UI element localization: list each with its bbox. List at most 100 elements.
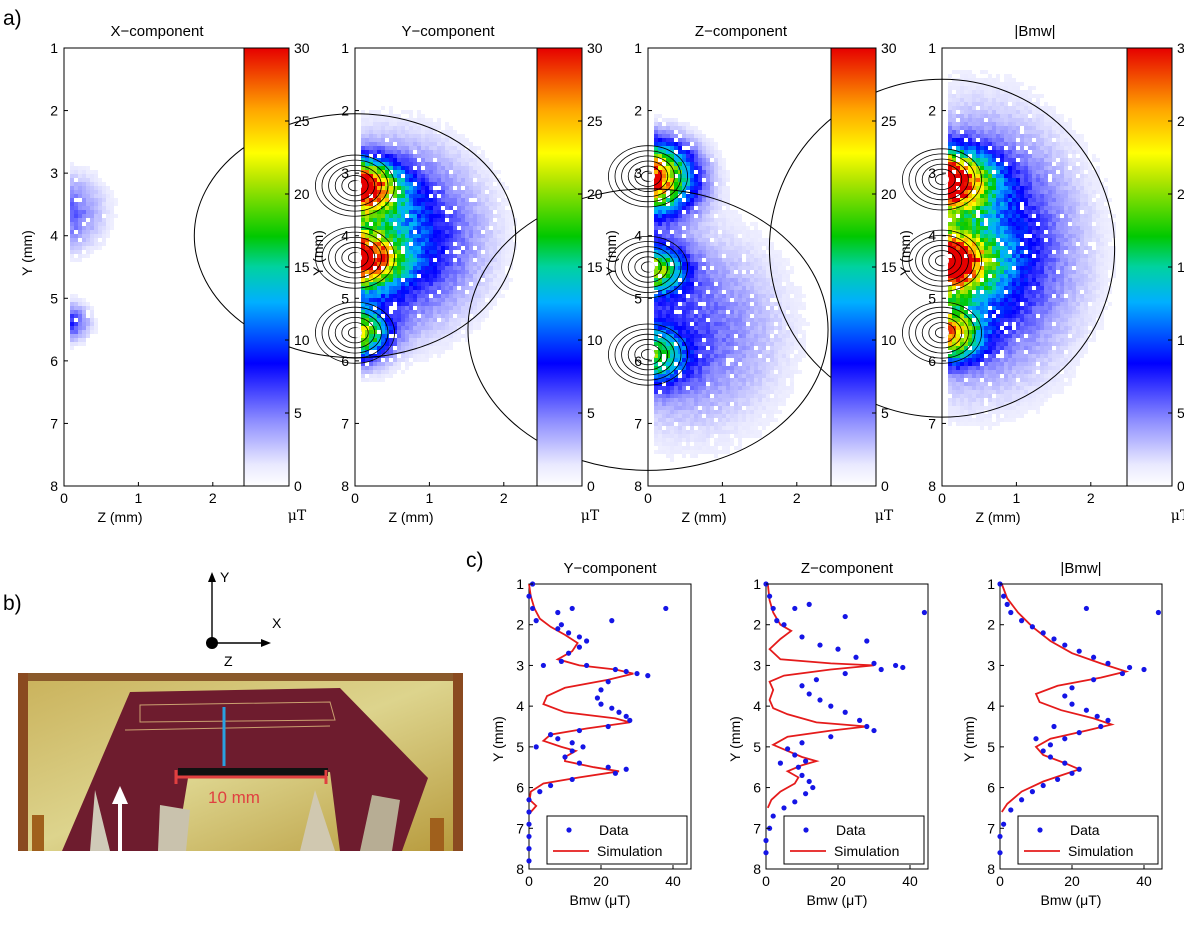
y-tick-label: 1 xyxy=(341,40,349,56)
colorbar-scale xyxy=(243,47,290,487)
y-tick-label: 7 xyxy=(50,415,58,431)
colorbar-tick-label: 30 xyxy=(1177,40,1184,56)
heatmap-cells xyxy=(361,106,517,382)
data-point xyxy=(623,713,629,719)
legend-marker-data xyxy=(803,827,809,833)
data-point xyxy=(627,717,633,723)
x-tick-label: 1 xyxy=(1013,490,1021,506)
x-tick-label: 2 xyxy=(209,490,217,506)
heatmap-1: X−component 1 2 3 4 5 6 7 80 1 2 Z (mm) Y (mm) xyxy=(19,23,251,525)
x-tick-label: 0 xyxy=(351,490,359,506)
data-point xyxy=(1047,754,1053,760)
y-tick-label: 4 xyxy=(50,228,58,244)
y-tick-label: 2 xyxy=(987,617,995,633)
data-point xyxy=(584,638,590,644)
y-axis-label: Y (mm) xyxy=(727,716,743,762)
data-point xyxy=(1076,648,1082,654)
x-axis-label: Z (mm) xyxy=(388,509,433,525)
colorbar-unit: μT xyxy=(581,508,600,524)
data-point xyxy=(792,799,798,805)
legend-label-data: Data xyxy=(599,822,629,838)
data-point xyxy=(878,666,884,673)
data-point xyxy=(605,679,611,685)
data-point xyxy=(853,654,859,660)
data-point xyxy=(1008,807,1014,813)
data-point xyxy=(558,658,565,664)
data-point xyxy=(1091,677,1097,683)
data-point xyxy=(1083,707,1089,713)
simulation-line xyxy=(1000,583,1130,813)
data-point xyxy=(817,642,823,648)
data-point xyxy=(1008,609,1014,616)
colorbar-tick-label: 15 xyxy=(881,259,897,275)
data-point xyxy=(842,670,848,677)
source-dot xyxy=(645,349,655,360)
data-point xyxy=(1019,797,1025,803)
data-point xyxy=(997,850,1003,856)
x-axis-label: Bmw (μT) xyxy=(1041,892,1102,908)
data-point xyxy=(558,622,565,628)
y-tick-label: 3 xyxy=(928,165,936,181)
y-tick-label: 3 xyxy=(987,657,995,673)
y-tick-label: 2 xyxy=(516,617,524,633)
x-tick-label: 0 xyxy=(996,873,1004,889)
colorbar-tick-label: 0 xyxy=(1177,478,1184,494)
data-point xyxy=(799,634,805,640)
chart-title: X−component xyxy=(111,23,205,40)
data-point xyxy=(1155,609,1161,616)
data-point xyxy=(1033,736,1039,742)
y-tick-label: 4 xyxy=(634,228,642,244)
data-point xyxy=(548,732,554,738)
y-tick-label: 4 xyxy=(928,228,936,244)
data-point xyxy=(616,709,622,715)
profile-2: Z−component 1 2 3 4 5 6 7 80 20 40 Bmw (μT) Y (mm) Da… xyxy=(727,560,929,908)
y-tick-label: 7 xyxy=(928,415,936,431)
data-point xyxy=(598,701,604,707)
data-point xyxy=(795,764,802,770)
y-tick-label: 8 xyxy=(341,478,349,494)
y-tick-label: 7 xyxy=(516,820,524,836)
data-point xyxy=(1062,736,1068,742)
data-point xyxy=(842,709,848,715)
data-point xyxy=(1076,766,1082,772)
colorbar-4: 0 5 10 15 20 25 30 μT xyxy=(1126,40,1184,524)
colorbar-tick-label: 5 xyxy=(587,405,595,421)
colorbar-scale xyxy=(536,47,583,487)
data-point xyxy=(1040,630,1046,636)
data-point xyxy=(813,677,820,683)
y-tick-label: 7 xyxy=(341,415,349,431)
data-point xyxy=(1069,685,1075,691)
data-point xyxy=(1004,601,1010,607)
y-tick-label: 3 xyxy=(50,165,58,181)
colorbar-tick-label: 25 xyxy=(587,113,603,129)
data-point xyxy=(1047,742,1053,748)
data-point xyxy=(526,809,532,815)
y-tick-label: 3 xyxy=(516,657,524,673)
y-tick-label: 6 xyxy=(634,353,642,369)
legend-label-data: Data xyxy=(1070,822,1100,838)
data-point xyxy=(1076,730,1082,736)
y-tick-label: 2 xyxy=(928,103,936,119)
colorbar-3: 0 5 10 15 20 25 30 μT xyxy=(830,40,897,524)
y-tick-label: 6 xyxy=(50,353,58,369)
data-point xyxy=(576,727,583,734)
data-point xyxy=(530,605,536,612)
colorbar-tick-label: 0 xyxy=(587,478,595,494)
data-point xyxy=(785,746,791,752)
data-point xyxy=(1069,701,1075,707)
y-tick-label: 2 xyxy=(634,103,642,119)
data-point xyxy=(900,664,906,671)
y-tick-label: 8 xyxy=(987,861,995,877)
data-point xyxy=(1062,693,1068,699)
data-point xyxy=(576,644,583,650)
data-point xyxy=(1127,664,1133,671)
data-point xyxy=(609,705,615,711)
y-tick-label: 5 xyxy=(928,290,936,306)
source-dot xyxy=(939,327,949,338)
y-tick-label: 7 xyxy=(753,820,761,836)
data-point xyxy=(526,833,532,840)
legend: Data Simulation xyxy=(546,815,688,865)
y-tick-label: 6 xyxy=(987,780,995,796)
y-tick-label: 2 xyxy=(50,103,58,119)
data-point xyxy=(548,782,554,789)
